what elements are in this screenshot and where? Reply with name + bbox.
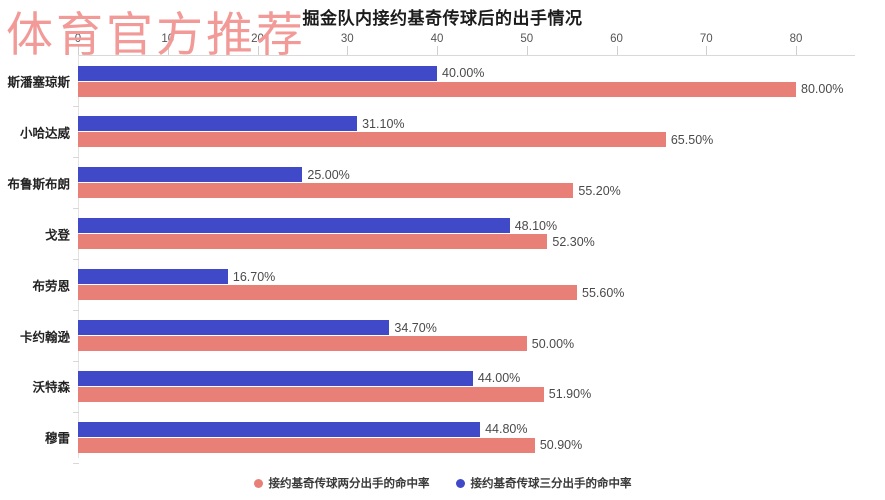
x-axis-tick-label: 0 (74, 33, 82, 45)
chart-legend: 接约基奇传球两分出手的命中率 接约基奇传球三分出手的命中率 (0, 475, 885, 491)
y-axis-category-label: 布鲁斯布朗 (7, 177, 70, 192)
bar-value-label: 50.90% (539, 438, 583, 453)
x-axis-tick-label: 20 (251, 33, 264, 45)
bar-two-point[interactable] (78, 132, 666, 148)
bar-value-label: 44.00% (477, 371, 521, 386)
x-axis-tick-mark (257, 46, 259, 55)
bar-value-label: 48.10% (514, 218, 558, 233)
y-axis-category-label: 布劳恩 (32, 279, 70, 294)
bar-value-label: 50.00% (531, 336, 575, 351)
x-axis-line (78, 55, 855, 56)
x-axis-tick-label: 70 (699, 33, 713, 45)
y-axis-tick-mark (73, 411, 79, 413)
legend-dot-two-point (253, 478, 263, 488)
bar-three-point[interactable] (78, 269, 228, 285)
bar-value-label: 80.00% (801, 82, 844, 96)
bar-three-point[interactable] (78, 421, 481, 437)
bar-three-point[interactable] (78, 370, 473, 386)
legend-item-label: 接约基奇传球两分出手的命中率 (268, 478, 430, 490)
x-axis-tick-label: 30 (340, 33, 354, 45)
bar-two-point[interactable] (78, 285, 577, 301)
y-axis-category-label: 斯潘塞琼斯 (7, 75, 70, 90)
y-axis-category-label: 卡约翰逊 (19, 330, 70, 344)
y-axis-line (78, 46, 79, 458)
y-axis-category-label: 小哈达威 (19, 126, 70, 141)
bar-three-point[interactable] (78, 167, 303, 183)
y-axis-tick-mark (73, 259, 79, 261)
x-axis-tick-label: 50 (520, 33, 534, 45)
y-axis-tick-mark (73, 462, 79, 464)
bar-three-point[interactable] (78, 65, 437, 81)
x-axis-tick-mark (347, 46, 349, 55)
y-axis-tick-mark (73, 360, 79, 362)
bar-three-point[interactable] (78, 320, 390, 335)
legend-item-label: 接约基奇传球三分出手的命中率 (470, 478, 632, 490)
bar-two-point[interactable] (78, 234, 548, 250)
bar-value-label: 34.70% (394, 320, 437, 335)
x-axis-tick-label: 80 (789, 33, 803, 45)
x-axis-tick-label: 60 (610, 33, 623, 45)
bar-value-label: 51.90% (548, 387, 592, 402)
x-axis-tick-mark (167, 46, 169, 55)
x-axis-tick-mark (706, 46, 708, 55)
bar-value-label: 55.20% (578, 183, 621, 198)
x-axis-tick-mark (437, 46, 438, 55)
x-axis-tick-mark (796, 46, 797, 55)
bar-value-label: 44.80% (485, 422, 528, 437)
x-axis-tick-mark (616, 46, 618, 55)
bar-value-label: 55.60% (582, 285, 625, 300)
y-axis-category-label: 沃特森 (32, 380, 70, 395)
y-axis-tick-mark (73, 157, 79, 159)
bar-two-point[interactable] (78, 336, 527, 351)
bar-value-label: 31.10% (362, 116, 405, 131)
bar-two-point[interactable] (78, 81, 796, 97)
y-axis-tick-mark (73, 106, 79, 108)
bar-value-label: 25.00% (307, 167, 350, 182)
legend-item[interactable]: 接约基奇传球三分出手的命中率 (455, 475, 632, 491)
y-axis-tick-mark (73, 310, 79, 312)
legend-dot-three-point (455, 478, 465, 488)
bar-two-point[interactable] (78, 437, 535, 453)
bar-value-label: 52.30% (552, 234, 595, 249)
x-axis-tick-mark (78, 46, 79, 55)
y-axis-tick-mark (73, 208, 79, 210)
bar-three-point[interactable] (78, 218, 510, 234)
bar-three-point[interactable] (78, 116, 358, 132)
x-axis-tick-mark (526, 46, 528, 55)
legend-item[interactable]: 接约基奇传球两分出手的命中率 (253, 475, 430, 491)
bar-two-point[interactable] (78, 386, 544, 402)
x-axis-tick-label: 40 (430, 33, 444, 45)
bar-value-label: 16.70% (232, 269, 276, 284)
y-axis-category-label: 穆雷 (44, 431, 70, 446)
y-axis-category-label: 戈登 (44, 228, 70, 243)
bar-value-label: 65.50% (670, 132, 714, 147)
bar-value-label: 40.00% (442, 66, 485, 80)
bar-two-point[interactable] (78, 183, 574, 199)
chart-title: 掘金队内接约基奇传球后的出手情况 (302, 9, 583, 28)
x-axis-tick-label: 10 (161, 33, 175, 45)
